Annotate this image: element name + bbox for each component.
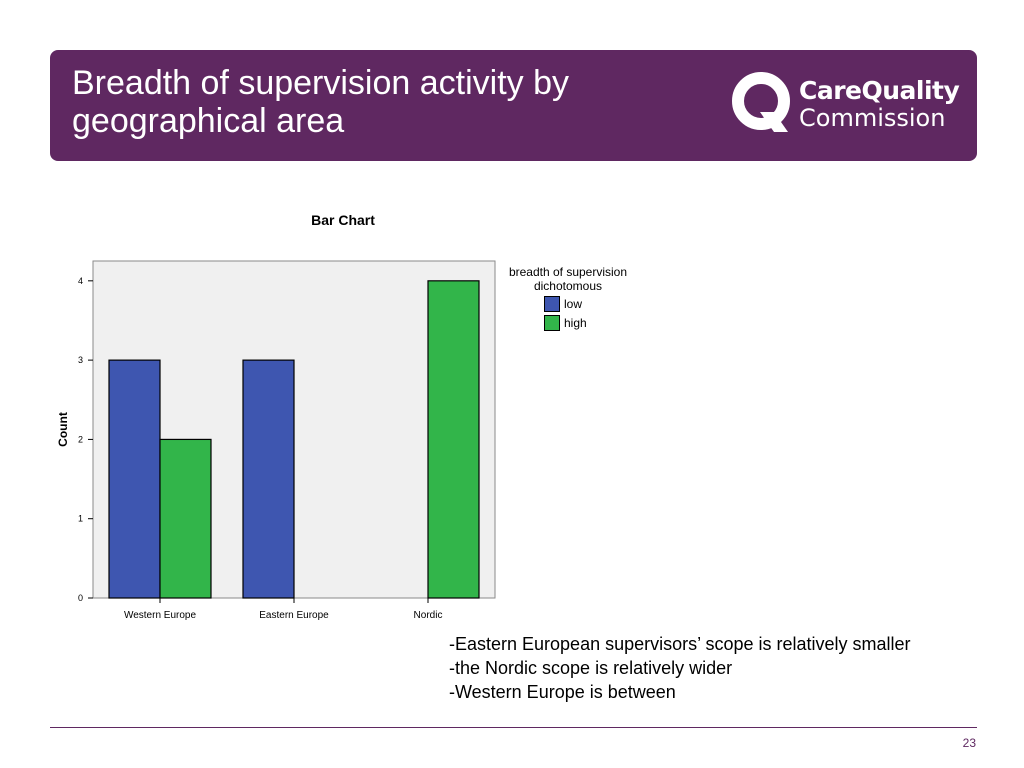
logo-text-line1: CareQuality	[799, 76, 960, 105]
bar-low-eastern-europe	[242, 359, 295, 599]
title-banner: Breadth of supervision activity by geogr…	[50, 50, 977, 161]
x-tick-label: Nordic	[414, 610, 443, 621]
x-tick-label: Western Europe	[124, 610, 197, 621]
legend-title: breadth of supervision dichotomous	[508, 265, 628, 293]
slide-title: Breadth of supervision activity by geogr…	[72, 64, 570, 140]
bar-low-western-europe	[108, 359, 161, 599]
y-axis-label: Count	[56, 412, 70, 447]
notes-text: -Eastern European supervisors’ scope is …	[449, 632, 1009, 704]
note-line: -the Nordic scope is relatively wider	[449, 658, 733, 678]
note-line: -Western Europe is between	[449, 682, 676, 702]
footer-divider	[50, 727, 977, 728]
page-number: 23	[962, 736, 976, 750]
y-tick-label: 4	[78, 276, 83, 286]
chart-title: Bar Chart	[311, 212, 375, 228]
note-line: -Eastern European supervisors’ scope is …	[449, 634, 911, 654]
bar-high-western-europe	[159, 438, 212, 599]
legend-swatch	[544, 296, 560, 312]
y-tick-label: 3	[78, 355, 83, 365]
care-quality-commission-logo: CareQuality Commission	[730, 70, 960, 144]
y-tick-label: 1	[78, 514, 83, 524]
bar-high-nordic	[427, 280, 480, 599]
x-tick-label: Eastern Europe	[259, 610, 329, 621]
legend-label: low	[564, 297, 583, 311]
cqc-q-icon	[732, 72, 790, 132]
y-tick-label: 0	[78, 593, 83, 603]
legend-label: high	[564, 316, 587, 330]
logo-text-line2: Commission	[799, 104, 946, 132]
legend-swatch	[544, 315, 560, 331]
y-tick-label: 2	[78, 434, 83, 444]
